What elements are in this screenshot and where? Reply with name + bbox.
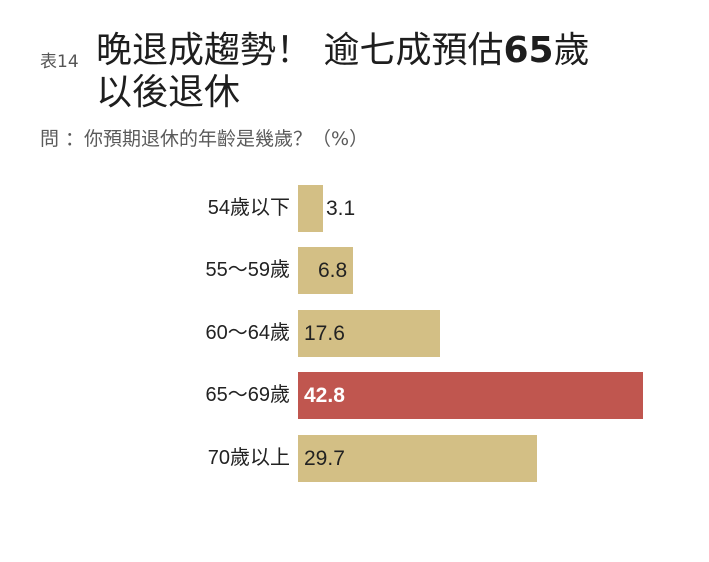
value-label: 3.1 — [326, 197, 356, 220]
bar — [298, 247, 353, 294]
category-label: 55～59歲 — [205, 259, 291, 281]
value-label: 29.7 — [304, 447, 345, 470]
title-bold-number: 65 — [503, 30, 554, 71]
bar-row: 54歲以下 3.1 — [0, 185, 709, 232]
chart-subtitle: 問 ：你預期退休的年齡是幾歲？（%） — [40, 128, 369, 150]
bar-row: 70歲以上 29.7 — [0, 435, 709, 482]
value-label: 42.8 — [304, 384, 345, 407]
category-label: 70歲以上 — [207, 447, 290, 469]
chart-title: 晚退成趨勢！ 逾七成預估65歲以後退休 — [96, 30, 676, 114]
bar — [298, 435, 537, 482]
value-label: 17.6 — [304, 322, 345, 345]
bar-row: 60～64歲 17.6 — [0, 310, 709, 357]
title-part2: 歲 — [553, 30, 590, 71]
bar — [298, 185, 323, 232]
category-label: 54歲以下 — [207, 197, 290, 219]
bar-row: 55～59歲 6.8 — [0, 247, 709, 294]
category-label: 65～69歲 — [205, 384, 291, 406]
bar — [298, 310, 440, 357]
bar-row-highlight: 65～69歲 42.8 — [0, 372, 709, 419]
title-part1: 晚退成趨勢！ 逾七成預估 — [96, 30, 504, 71]
category-label: 60～64歲 — [205, 322, 291, 344]
value-label: 6.8 — [318, 259, 348, 282]
table-number: 表14 — [40, 52, 79, 72]
title-line2: 以後退休 — [96, 72, 241, 113]
bar-highlight — [298, 372, 643, 419]
